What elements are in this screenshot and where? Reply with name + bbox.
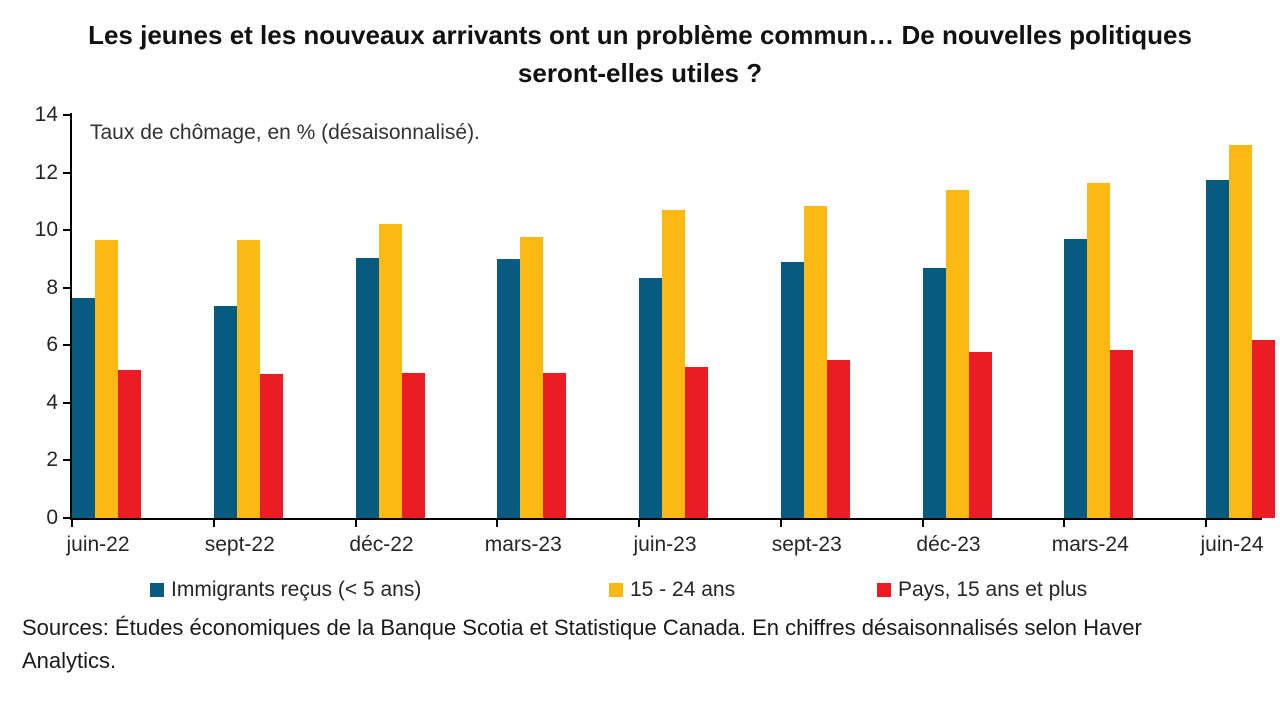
y-tick-label-6: 6 (46, 333, 58, 357)
x-tick-mark-juin-24 (1205, 520, 1207, 527)
legend-swatch-icon (609, 583, 623, 597)
bar-youth-juin-23 (662, 210, 685, 518)
bar-immigrants-juin-24 (1206, 179, 1229, 518)
bar-youth-sept-22 (236, 240, 260, 518)
bar-country-mars-23 (543, 372, 567, 518)
bar-immigrants-sept-23 (780, 261, 804, 518)
bar-youth-juin-24 (1229, 145, 1252, 518)
bar-country-juin-23 (685, 366, 708, 518)
source-note: Sources: Études économiques de la Banque… (22, 615, 1142, 673)
y-tick-mark-0 (63, 517, 70, 519)
bar-immigrants-déc-23 (922, 267, 946, 518)
x-axis-label-juin-23: juin-23 (633, 533, 697, 556)
y-tick-mark-2 (63, 459, 70, 462)
x-tick-mark-déc-22 (354, 520, 357, 527)
x-axis-label-déc-23: déc-23 (916, 533, 981, 556)
y-axis-line (70, 113, 72, 520)
x-axis-label-juin-24: juin-24 (1200, 533, 1264, 556)
legend: Immigrants reçus (< 5 ans) 15 - 24 ans Pay… (0, 576, 1280, 604)
bar-immigrants-déc-22 (355, 257, 379, 518)
y-tick-label-8: 8 (46, 275, 58, 299)
y-tick-mark-12 (63, 171, 70, 174)
legend-label-country: Pays, 15 ans et plus (898, 578, 1088, 601)
bar-country-juin-22 (118, 369, 141, 518)
x-axis-line (70, 518, 1262, 520)
y-tick-mark-14 (63, 114, 70, 116)
y-tick-label-2: 2 (46, 448, 58, 472)
bar-country-sept-23 (826, 359, 850, 518)
bar-immigrants-mars-23 (497, 258, 521, 518)
x-tick-mark-sept-23 (779, 520, 782, 527)
y-tick-label-4: 4 (46, 390, 58, 414)
x-tick-mark-déc-23 (921, 520, 924, 527)
x-axis-label-déc-22: déc-22 (349, 533, 414, 556)
chart-subtitle: Taux de chômage, en % (désaisonnalisé). (90, 121, 480, 144)
x-axis-labels: juin-22 sept-22 déc-22 mars-23 juin-23 sept-2… (0, 531, 1280, 559)
legend-item-country: Pays, 15 ans et plus (877, 576, 1087, 604)
bar-country-sept-22 (259, 374, 283, 518)
bar-youth-mars-24 (1087, 182, 1111, 518)
legend-label-youth: 15 - 24 ans (630, 578, 736, 601)
y-tick-label-12: 12 (34, 160, 58, 184)
y-tick-mark-8 (63, 286, 70, 289)
bar-country-déc-22 (401, 372, 425, 518)
x-axis-label-sept-22: sept-22 (204, 533, 275, 556)
chart-title: Les jeunes et les nouveaux arrivants ont… (88, 20, 1192, 88)
legend-label-immigrants: Immigrants reçus (< 5 ans) (171, 578, 422, 601)
bar-country-déc-23 (968, 352, 992, 518)
y-tick-mark-10 (63, 229, 70, 232)
y-tick-label-14: 14 (34, 103, 58, 126)
x-tick-mark-mars-24 (1063, 520, 1066, 527)
bar-immigrants-sept-22 (213, 306, 237, 518)
bar-immigrants-juin-23 (639, 277, 662, 518)
x-tick-mark-juin-23 (638, 520, 640, 527)
bar-country-juin-24 (1252, 339, 1275, 518)
legend-item-immigrants: Immigrants reçus (< 5 ans) (150, 576, 421, 604)
bar-youth-mars-23 (520, 237, 544, 518)
legend-swatch-icon (150, 583, 164, 597)
y-tick-label-0: 0 (46, 506, 58, 529)
x-tick-mark-sept-22 (212, 520, 215, 527)
x-tick-mark-juin-22 (71, 520, 73, 527)
x-axis-label-sept-23: sept-23 (771, 533, 842, 556)
plot-area: Taux de chômage, en % (désaisonnalisé). … (0, 103, 1280, 529)
bar-youth-sept-23 (803, 205, 827, 518)
bar-youth-déc-23 (945, 189, 969, 518)
bar-immigrants-juin-22 (72, 297, 95, 518)
bar-youth-déc-22 (378, 224, 402, 518)
x-axis-label-mars-24: mars-24 (1051, 533, 1129, 556)
y-tick-mark-6 (63, 344, 70, 347)
legend-item-youth: 15 - 24 ans (609, 576, 735, 604)
bar-youth-juin-22 (95, 240, 118, 518)
x-axis-label-mars-23: mars-23 (484, 533, 562, 556)
y-tick-mark-4 (63, 401, 70, 404)
x-tick-mark-mars-23 (496, 520, 499, 527)
bar-immigrants-mars-24 (1064, 238, 1088, 518)
y-tick-label-10: 10 (34, 218, 58, 242)
bar-country-mars-24 (1110, 349, 1134, 518)
x-axis-label-juin-22: juin-22 (66, 533, 130, 556)
legend-swatch-icon (877, 583, 891, 597)
